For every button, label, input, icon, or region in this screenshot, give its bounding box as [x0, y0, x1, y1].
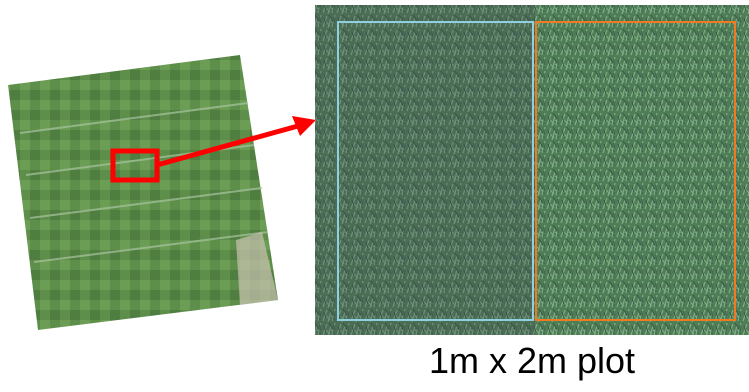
figure [0, 0, 749, 392]
page: {"caption": "1m x 2m plot"} 1m x 2m plot… [0, 0, 749, 392]
left-plot-shade [315, 5, 535, 335]
aerial-image [8, 55, 278, 330]
caption: 1m x 2m plot [315, 340, 749, 382]
